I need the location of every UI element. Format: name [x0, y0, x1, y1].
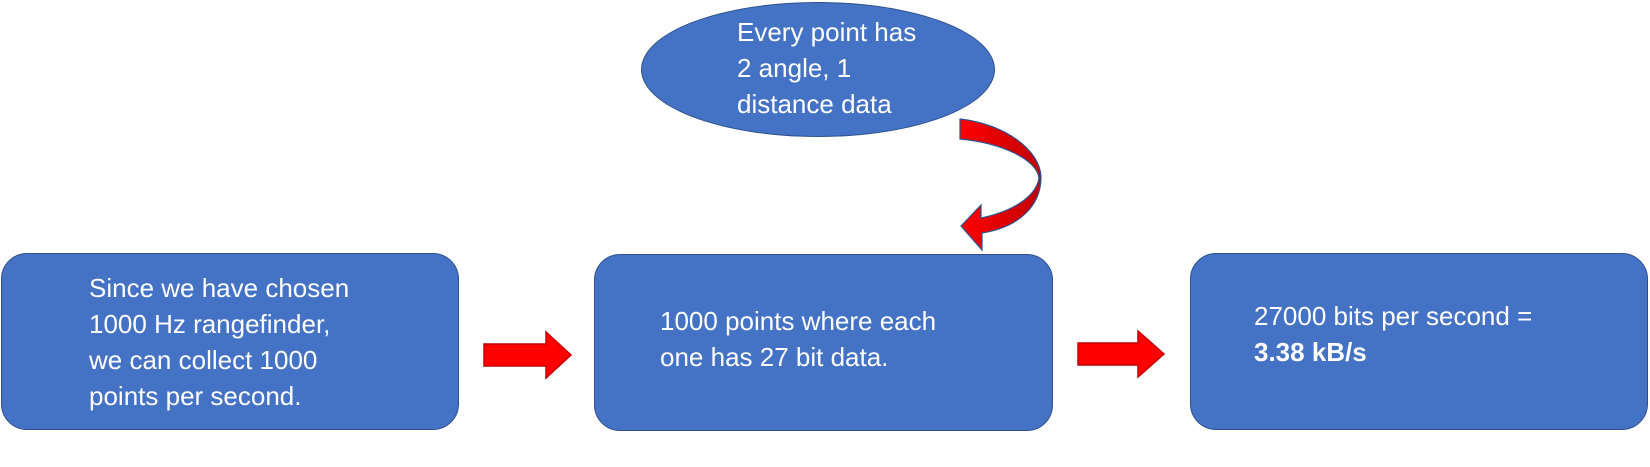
box-points [594, 254, 1053, 431]
arrow-right-1 [483, 330, 573, 380]
oval-line-2: 2 angle, 1 [737, 53, 852, 83]
oval-point-data [641, 2, 995, 137]
box-rangefinder-line-1: Since we have chosen [89, 273, 350, 303]
box-rangefinder-text: Since we have chosen 1000 Hz rangefinder… [89, 270, 349, 414]
oval-line-1: Every point has [737, 17, 917, 47]
oval-line-3: distance data [737, 89, 892, 119]
arrow-right-2 [1077, 329, 1166, 379]
box-rangefinder-line-3: we can collect 1000 [89, 345, 318, 375]
box-bitrate-line-1: 27000 bits per second = [1254, 301, 1533, 331]
box-rangefinder [1, 253, 459, 430]
box-rangefinder-line-4: points per second. [89, 381, 302, 411]
box-rangefinder-line-2: 1000 Hz rangefinder, [89, 309, 331, 339]
arrow-curved-down [959, 118, 1042, 252]
box-bitrate-line-2: 3.38 kB/s [1254, 337, 1367, 367]
box-bitrate [1190, 253, 1648, 430]
box-bitrate-text: 27000 bits per second = 3.38 kB/s [1254, 298, 1532, 370]
oval-text: Every point has 2 angle, 1 distance data [737, 14, 916, 122]
box-points-line-1: 1000 points where each [660, 306, 937, 336]
box-points-line-2: one has 27 bit data. [660, 342, 889, 372]
box-points-text: 1000 points where each one has 27 bit da… [660, 303, 936, 375]
